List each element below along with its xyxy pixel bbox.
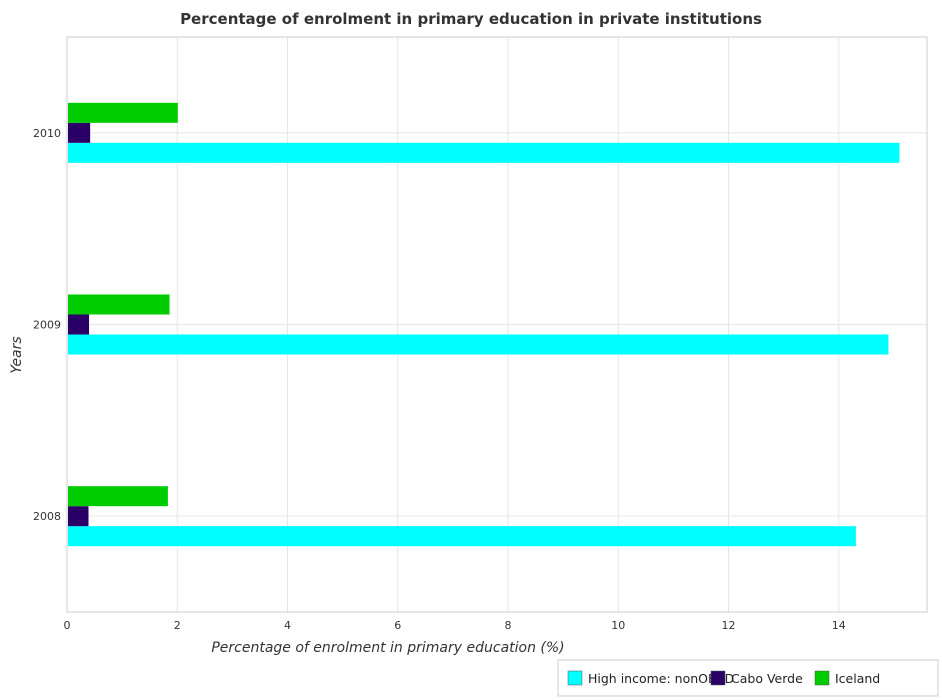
y-ticks: 2008 2009 2010 bbox=[33, 127, 61, 523]
bars bbox=[68, 102, 900, 547]
x-ticks: 0 2 4 6 8 10 12 14 bbox=[64, 619, 846, 632]
legend-swatch bbox=[710, 670, 726, 686]
bar-iceland-2008 bbox=[68, 486, 168, 507]
bar-cabo-verde-2010 bbox=[68, 122, 91, 143]
grid-lines bbox=[66, 37, 927, 612]
y-tick-label: 2010 bbox=[33, 127, 61, 140]
x-tick-label: 12 bbox=[722, 619, 736, 632]
y-axis-label: Years bbox=[9, 336, 25, 373]
chart-title: Percentage of enrolment in primary educa… bbox=[180, 10, 762, 28]
bar-high-income-nonoecd-2010 bbox=[68, 142, 900, 163]
legend-label: Cabo Verde bbox=[731, 671, 803, 686]
legend-label: High income: nonOECD bbox=[588, 671, 734, 686]
legend-box bbox=[557, 659, 939, 697]
x-tick-label: 8 bbox=[505, 619, 512, 632]
bar-iceland-2010 bbox=[68, 102, 178, 123]
bar-high-income-nonoecd-2008 bbox=[68, 526, 856, 547]
x-tick-label: 10 bbox=[611, 619, 625, 632]
x-axis-label: Percentage of enrolment in primary educa… bbox=[211, 640, 564, 656]
plot-frame bbox=[66, 36, 928, 613]
y-tick-label: 2008 bbox=[33, 510, 61, 523]
x-tick-label: 0 bbox=[64, 619, 71, 632]
bar-iceland-2009 bbox=[68, 294, 170, 315]
x-tick-label: 6 bbox=[394, 619, 401, 632]
y-tick-label: 2009 bbox=[33, 319, 61, 332]
legend-swatch bbox=[567, 670, 583, 686]
x-tick-label: 2 bbox=[174, 619, 181, 632]
bar-high-income-nonoecd-2009 bbox=[68, 334, 889, 355]
x-tick-label: 14 bbox=[832, 619, 846, 632]
legend-swatch bbox=[814, 670, 830, 686]
bar-cabo-verde-2009 bbox=[68, 314, 90, 335]
x-tick-label: 4 bbox=[284, 619, 291, 632]
bar-cabo-verde-2008 bbox=[68, 506, 89, 527]
legend-label: Iceland bbox=[835, 671, 880, 686]
